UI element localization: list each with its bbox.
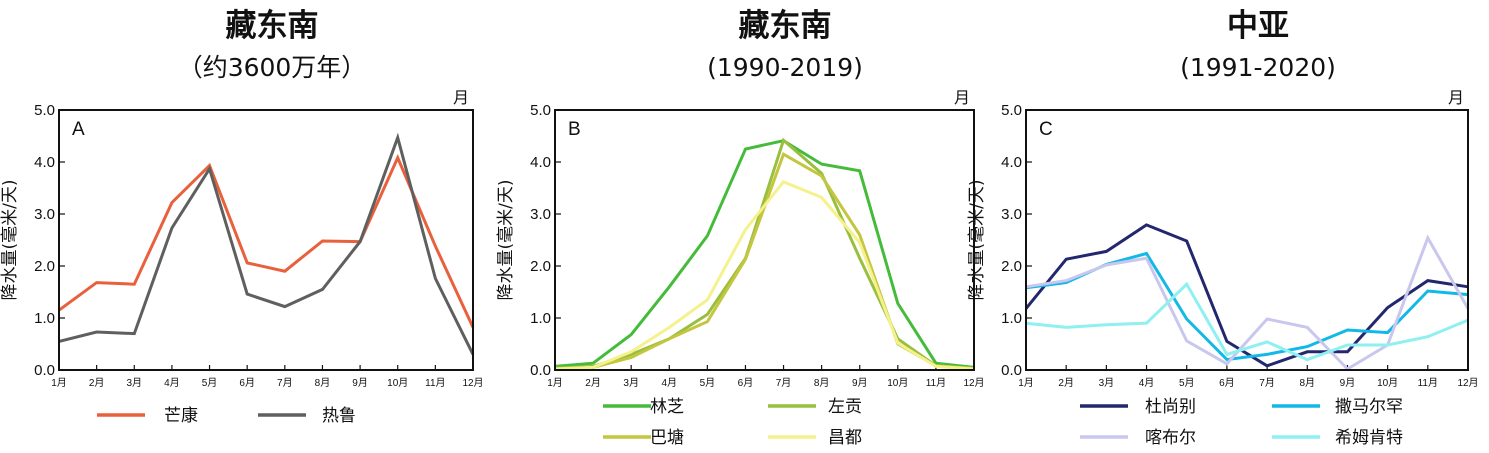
series-line-2 — [554, 137, 975, 371]
x-tick-label: 1月 — [51, 377, 67, 389]
series-line-4 — [1025, 281, 1469, 362]
panel-label: C — [1039, 119, 1053, 140]
legend-label: 左贡 — [828, 397, 862, 417]
legend-label: 喀布尔 — [1145, 428, 1196, 448]
y-tick-label: 2.0 — [530, 258, 551, 275]
chart-title: 藏东南 — [739, 8, 832, 44]
x-tick-label: 7月 — [1259, 377, 1275, 389]
chart-title: 藏东南 — [226, 8, 319, 44]
plot-frame — [58, 109, 474, 371]
legend-label: 巴塘 — [650, 428, 684, 448]
x-tick-label: 3月 — [1099, 377, 1115, 389]
series-line-1 — [58, 154, 475, 329]
y-tick-label: 4.0 — [530, 154, 551, 171]
y-tick-label: 4.0 — [34, 154, 55, 171]
x-tick-label: 6月 — [239, 377, 255, 389]
x-tick-label: 5月 — [202, 377, 218, 389]
x-tick-label: 5月 — [1179, 377, 1195, 389]
series-line-2 — [58, 132, 475, 356]
x-tick-label: 11月 — [425, 377, 445, 389]
x-tick-label: 12月 — [1457, 377, 1478, 389]
x-tick-label: 12月 — [963, 377, 984, 389]
legend-label: 热鲁 — [322, 406, 356, 426]
y-axis-label: 降水量(毫米/天) — [496, 180, 516, 301]
x-tick-label: 6月 — [1219, 377, 1235, 389]
series-line-3 — [554, 152, 975, 370]
y-tick-label: 3.0 — [530, 206, 551, 223]
y-tick-label: 0.0 — [1001, 362, 1022, 379]
plot-frame — [1025, 109, 1469, 371]
y-tick-label: 5.0 — [1001, 102, 1022, 119]
x-tick-label: 7月 — [277, 377, 293, 389]
chart-subtitle: (1990-2019) — [707, 53, 863, 82]
legend-label: 芒康 — [164, 406, 198, 426]
y-tick-label: 0.0 — [34, 362, 55, 379]
panel-label: A — [72, 119, 85, 140]
x-tick-label: 9月 — [852, 377, 868, 389]
y-tick-label: 2.0 — [34, 258, 55, 275]
x-tick-label: 10月 — [1377, 377, 1398, 389]
x-tick-label: 2月 — [585, 377, 601, 389]
chart-subtitle: (1991-2020) — [1180, 53, 1336, 82]
x-tick-label: 2月 — [1058, 377, 1074, 389]
y-tick-label: 4.0 — [1001, 154, 1022, 171]
y-axis-label: 降水量(毫米/天) — [0, 180, 20, 301]
x-tick-label: 9月 — [1340, 377, 1356, 389]
unit-label: 月 — [1448, 88, 1464, 107]
plot-frame — [554, 109, 975, 371]
y-axis-label: 降水量(毫米/天) — [967, 180, 987, 301]
series-line-4 — [554, 179, 975, 371]
chart-subtitle: （约3600万年） — [178, 53, 367, 82]
y-tick-label: 2.0 — [1001, 258, 1022, 275]
legend-label: 昌都 — [828, 428, 862, 448]
x-tick-label: 8月 — [1299, 377, 1315, 389]
x-tick-label: 1月 — [547, 377, 563, 389]
x-tick-label: 2月 — [89, 377, 105, 389]
x-tick-label: 7月 — [776, 377, 792, 389]
y-tick-label: 0.0 — [530, 362, 551, 379]
x-tick-label: 10月 — [887, 377, 908, 389]
unit-label: 月 — [954, 88, 970, 107]
y-tick-label: 1.0 — [530, 310, 551, 327]
legend-label: 林芝 — [650, 397, 684, 417]
x-tick-label: 4月 — [164, 377, 180, 389]
y-tick-label: 5.0 — [530, 102, 551, 119]
legend-label: 撒马尔罕 — [1335, 397, 1403, 417]
x-tick-label: 3月 — [623, 377, 639, 389]
x-tick-label: 11月 — [926, 377, 946, 389]
x-tick-label: 4月 — [661, 377, 677, 389]
series-line-3 — [1025, 234, 1470, 371]
x-tick-label: 5月 — [700, 377, 716, 389]
x-tick-label: 8月 — [315, 377, 331, 389]
series-line-1 — [1024, 223, 1469, 368]
x-tick-label: 3月 — [126, 377, 142, 389]
unit-label: 月 — [453, 88, 469, 107]
x-tick-label: 8月 — [814, 377, 830, 389]
panel-label: B — [568, 119, 581, 140]
x-tick-label: 11月 — [1418, 377, 1438, 389]
x-tick-label: 1月 — [1018, 377, 1034, 389]
x-tick-label: 9月 — [352, 377, 368, 389]
series-line-1 — [554, 139, 975, 369]
x-tick-label: 12月 — [462, 377, 483, 389]
legend-label: 希姆肯特 — [1335, 428, 1403, 448]
x-tick-label: 6月 — [738, 377, 754, 389]
y-tick-label: 1.0 — [1001, 310, 1022, 327]
legend-label: 杜尚别 — [1145, 397, 1196, 417]
x-tick-label: 10月 — [387, 377, 408, 389]
x-tick-label: 4月 — [1139, 377, 1155, 389]
y-tick-label: 5.0 — [34, 102, 55, 119]
y-tick-label: 3.0 — [34, 206, 55, 223]
chart-title: 中亚 — [1227, 8, 1289, 44]
y-tick-label: 1.0 — [34, 310, 55, 327]
y-tick-label: 3.0 — [1001, 206, 1022, 223]
